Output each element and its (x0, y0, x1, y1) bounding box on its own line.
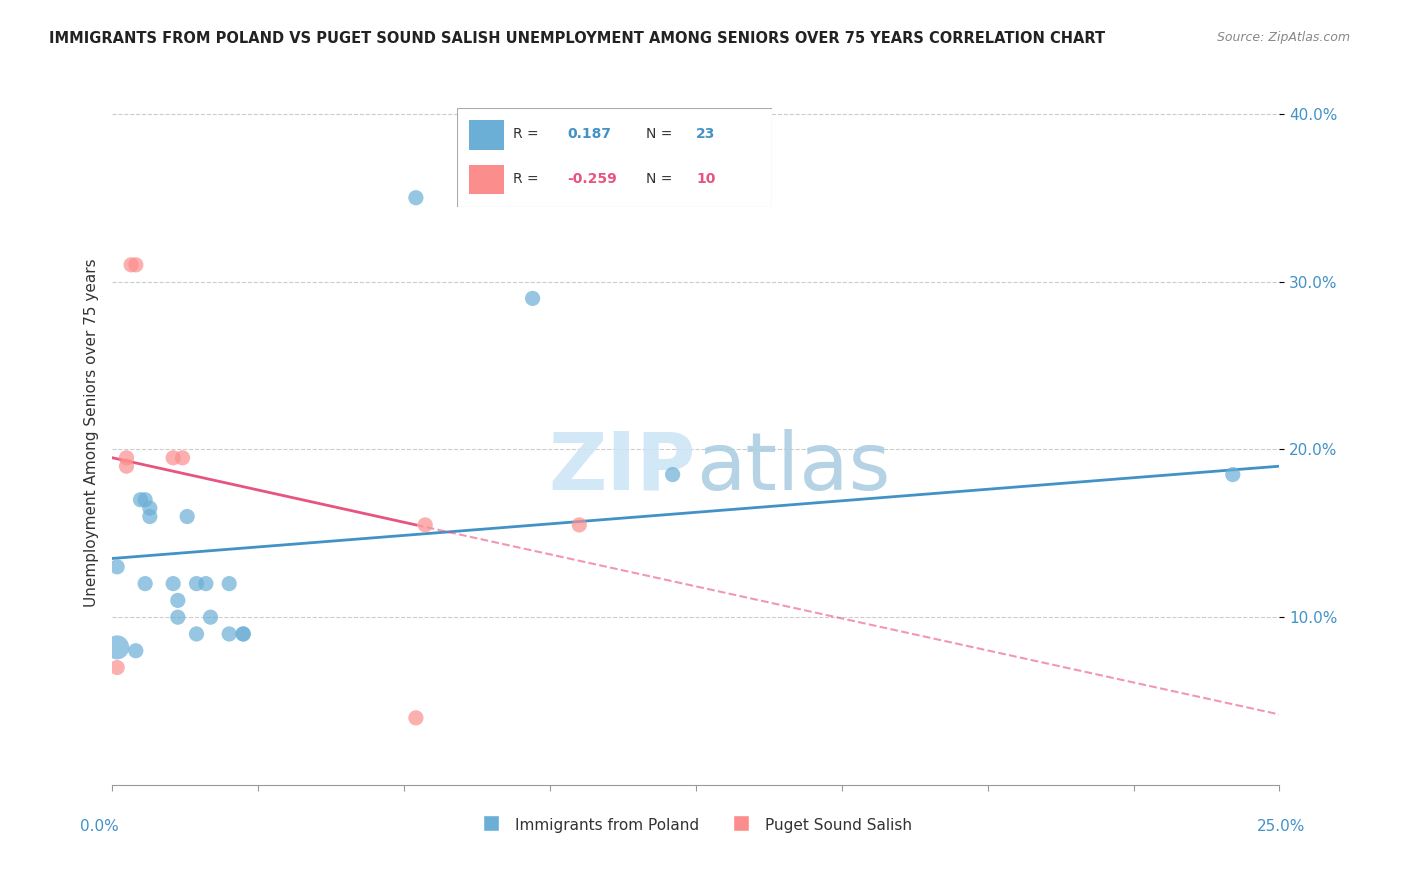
Point (194, 576, 217, 591)
Point (105, 640, 128, 655)
Text: atlas: atlas (696, 429, 890, 507)
Point (120, 258, 142, 272)
Point (522, 292, 544, 306)
Point (162, 576, 184, 591)
Legend: Immigrants from Poland, Puget Sound Salish: Immigrants from Poland, Puget Sound Sali… (474, 810, 918, 841)
Point (172, 450, 194, 465)
Point (166, 593, 188, 607)
Point (166, 610, 188, 624)
Text: Source: ZipAtlas.com: Source: ZipAtlas.com (1216, 31, 1350, 45)
Point (661, 467, 683, 482)
Point (218, 576, 240, 591)
Point (105, 559, 128, 574)
Point (405, 711, 427, 725)
Point (186, 576, 208, 591)
Point (139, 509, 162, 524)
Point (176, 509, 198, 524)
Point (413, 517, 436, 532)
Point (125, 258, 148, 272)
Point (232, 627, 254, 641)
Text: 25.0%: 25.0% (1257, 820, 1305, 834)
Point (129, 492, 152, 507)
Point (115, 450, 138, 465)
Point (186, 627, 208, 641)
Point (115, 459, 138, 474)
Point (134, 576, 156, 591)
Point (232, 627, 254, 641)
Point (568, 517, 591, 532)
Point (105, 660, 128, 674)
Text: ZIP: ZIP (548, 429, 696, 507)
Point (405, 191, 427, 205)
Point (1222, 467, 1244, 482)
Point (200, 610, 222, 624)
Point (139, 501, 162, 516)
Text: 0.0%: 0.0% (80, 820, 120, 834)
Text: IMMIGRANTS FROM POLAND VS PUGET SOUND SALISH UNEMPLOYMENT AMONG SENIORS OVER 75 : IMMIGRANTS FROM POLAND VS PUGET SOUND SA… (49, 31, 1105, 46)
Point (125, 644, 148, 658)
Y-axis label: Unemployment Among Seniors over 75 years: Unemployment Among Seniors over 75 years (83, 259, 98, 607)
Point (218, 627, 240, 641)
Point (162, 450, 184, 465)
Point (134, 492, 156, 507)
